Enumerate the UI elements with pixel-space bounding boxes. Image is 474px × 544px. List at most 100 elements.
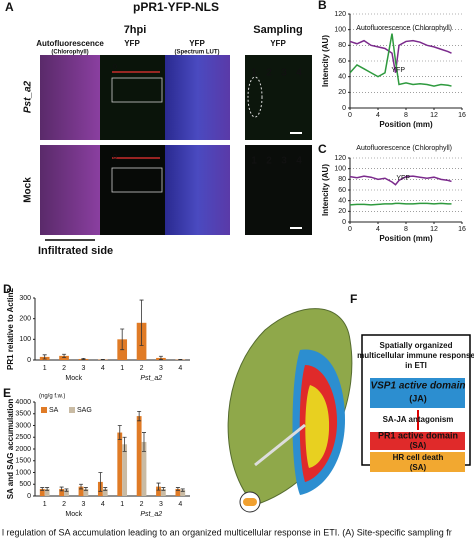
y-tick-label: 300 bbox=[19, 295, 31, 302]
bar bbox=[122, 444, 127, 496]
legend-label: SAG bbox=[77, 407, 92, 414]
y-tick-label: 0 bbox=[27, 357, 31, 364]
box-header: Spatially organized bbox=[380, 341, 453, 350]
panel-letter: F bbox=[350, 292, 357, 306]
group-label: Mock bbox=[65, 375, 82, 382]
panel-letter: E bbox=[3, 386, 11, 400]
x-tick-label: 2 bbox=[140, 501, 144, 508]
legend-label: SA bbox=[49, 407, 59, 414]
bar bbox=[137, 416, 142, 496]
series-label: YFP bbox=[396, 175, 410, 182]
group-label: 7hpi bbox=[124, 24, 147, 36]
sa-domain: (SA) bbox=[410, 441, 427, 450]
column-label: (Chlorophyll) bbox=[51, 50, 88, 56]
panel-title: pPR1-YFP-NLS bbox=[133, 0, 219, 14]
x-axis-label: Position (mm) bbox=[379, 234, 433, 243]
origin-label: 0 bbox=[113, 154, 117, 161]
origin-label: 0 bbox=[113, 64, 117, 71]
y-axis-label: Intencity (AU) bbox=[321, 164, 330, 216]
y-tick-label: 120 bbox=[334, 11, 346, 18]
y-tick-label: 4000 bbox=[15, 399, 31, 406]
ja-domain: (JA) bbox=[409, 393, 427, 403]
box-header: multicellular immune response bbox=[357, 351, 474, 360]
x-tick-label: 8 bbox=[404, 112, 408, 119]
y-tick-label: 100 bbox=[334, 27, 346, 34]
y-tick-label: 3500 bbox=[15, 411, 31, 418]
site-label: 4 bbox=[296, 68, 302, 79]
y-tick-label: 0 bbox=[27, 493, 31, 500]
x-tick-label: 3 bbox=[81, 501, 85, 508]
axes bbox=[35, 298, 190, 360]
site-label: 3 bbox=[281, 156, 287, 167]
y-tick-label: 0 bbox=[342, 219, 346, 226]
x-tick-label: 4 bbox=[101, 365, 105, 372]
site-label: 1 bbox=[251, 68, 257, 79]
column-label: YFP bbox=[270, 39, 286, 48]
group-label: Sampling bbox=[253, 24, 303, 36]
x-tick-label: 0 bbox=[348, 226, 352, 233]
x-tick-label: 16 bbox=[458, 226, 466, 233]
y-tick-label: 1500 bbox=[15, 458, 31, 465]
series-label: YFP bbox=[391, 67, 405, 74]
axes bbox=[350, 158, 462, 222]
y-tick-label: 0 bbox=[342, 105, 346, 112]
panel-letter: B bbox=[318, 0, 327, 12]
unit-label: (ng/g f.w.) bbox=[39, 394, 65, 400]
y-axis-label: Intencity (AU) bbox=[321, 35, 330, 87]
x-tick-label: 2 bbox=[62, 365, 66, 372]
x-tick-label: 2 bbox=[140, 365, 144, 372]
box-header: in ETI bbox=[405, 361, 427, 370]
y-axis-label: SA and SAG accumulation bbox=[6, 399, 15, 500]
y-tick-label: 60 bbox=[338, 58, 346, 65]
bar bbox=[117, 433, 122, 496]
legend-swatch bbox=[69, 407, 75, 413]
hr-domain: (SA) bbox=[410, 463, 427, 472]
y-axis-label: PR1 relative to Actin2 bbox=[6, 287, 15, 370]
x-tick-label: 3 bbox=[159, 365, 163, 372]
x-axis-label: Position (mm) bbox=[379, 120, 433, 129]
hr-domain: HR cell death bbox=[393, 453, 444, 462]
footer-label: Infiltrated side bbox=[38, 245, 113, 257]
site-label: 2 bbox=[266, 156, 272, 167]
y-tick-label: 500 bbox=[19, 481, 31, 488]
data-line bbox=[350, 203, 452, 205]
row-label: Mock bbox=[23, 177, 34, 203]
y-tick-label: 20 bbox=[338, 208, 346, 215]
x-tick-label: 4 bbox=[101, 501, 105, 508]
site-label: 3 bbox=[281, 68, 287, 79]
y-tick-label: 2500 bbox=[15, 434, 31, 441]
y-tick-label: 40 bbox=[338, 74, 346, 81]
x-tick-label: 4 bbox=[376, 226, 380, 233]
x-tick-label: 0 bbox=[348, 112, 352, 119]
x-tick-label: 1 bbox=[43, 501, 47, 508]
y-tick-label: 200 bbox=[19, 316, 31, 323]
x-tick-label: 4 bbox=[178, 501, 182, 508]
x-tick-label: 16 bbox=[458, 112, 466, 119]
x-tick-label: 8 bbox=[404, 226, 408, 233]
x-tick-label: 4 bbox=[178, 365, 182, 372]
x-tick-label: 2 bbox=[62, 501, 66, 508]
y-tick-label: 40 bbox=[338, 198, 346, 205]
y-tick-label: 2000 bbox=[15, 446, 31, 453]
x-tick-label: 1 bbox=[120, 501, 124, 508]
column-label: (Spectrum LUT) bbox=[175, 50, 220, 56]
site-label: 1 bbox=[251, 156, 257, 167]
y-tick-label: 3000 bbox=[15, 422, 31, 429]
x-tick-label: 12 bbox=[430, 226, 438, 233]
antagonism: SA-JA antagonism bbox=[383, 415, 454, 424]
panel-letter: C bbox=[318, 142, 327, 156]
group-label: Mock bbox=[65, 511, 82, 518]
row-label: Pst_a2 bbox=[23, 80, 34, 113]
column-label: Autofluorescence bbox=[36, 39, 104, 48]
column-label: YFP bbox=[189, 39, 205, 48]
y-tick-label: 100 bbox=[334, 166, 346, 173]
column-label: YFP bbox=[124, 39, 140, 48]
legend-swatch bbox=[41, 407, 47, 413]
axes bbox=[35, 402, 190, 496]
y-tick-label: 120 bbox=[334, 155, 346, 162]
micrographs bbox=[40, 55, 312, 240]
x-tick-label: 3 bbox=[159, 501, 163, 508]
y-tick-label: 1000 bbox=[15, 469, 31, 476]
